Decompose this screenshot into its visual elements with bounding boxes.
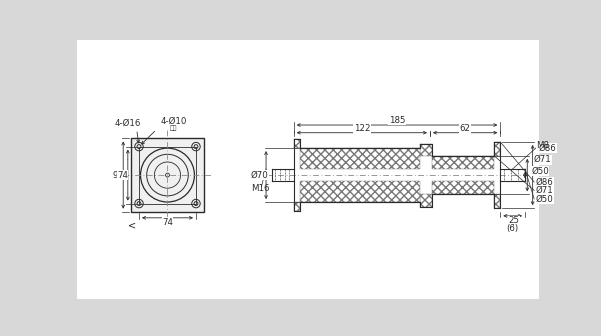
Text: <: < bbox=[129, 220, 136, 230]
Text: Ø50: Ø50 bbox=[535, 195, 554, 203]
Text: (6): (6) bbox=[507, 224, 519, 233]
Text: M8: M8 bbox=[535, 141, 549, 150]
Text: 95: 95 bbox=[112, 171, 123, 179]
Bar bbox=[420, 194, 432, 207]
Bar bbox=[420, 143, 432, 156]
Bar bbox=[131, 138, 204, 212]
Text: 25: 25 bbox=[508, 216, 520, 225]
Bar bbox=[494, 194, 500, 208]
Text: Ø50: Ø50 bbox=[531, 167, 549, 176]
Text: 74: 74 bbox=[117, 171, 128, 179]
Text: Ø86: Ø86 bbox=[535, 177, 554, 186]
Text: Ø71: Ø71 bbox=[534, 155, 551, 164]
Bar bbox=[294, 202, 300, 211]
Text: Ø86: Ø86 bbox=[539, 143, 557, 153]
Text: 4-Ø16: 4-Ø16 bbox=[114, 119, 141, 128]
Text: 185: 185 bbox=[389, 116, 405, 125]
Text: 深深: 深深 bbox=[170, 126, 177, 131]
Text: Ø70: Ø70 bbox=[251, 171, 269, 179]
Bar bbox=[300, 148, 420, 169]
Bar bbox=[294, 139, 300, 148]
Bar bbox=[432, 181, 494, 194]
Bar bbox=[494, 142, 500, 156]
Text: M16: M16 bbox=[251, 184, 269, 194]
Text: 4-Ø10: 4-Ø10 bbox=[160, 117, 187, 126]
Bar bbox=[300, 181, 420, 202]
Bar bbox=[139, 146, 196, 204]
Text: 122: 122 bbox=[353, 124, 370, 133]
Bar bbox=[432, 156, 494, 169]
Text: Ø71: Ø71 bbox=[535, 186, 554, 195]
Text: 62: 62 bbox=[460, 124, 471, 133]
FancyBboxPatch shape bbox=[75, 39, 541, 301]
Text: 74: 74 bbox=[162, 218, 173, 227]
